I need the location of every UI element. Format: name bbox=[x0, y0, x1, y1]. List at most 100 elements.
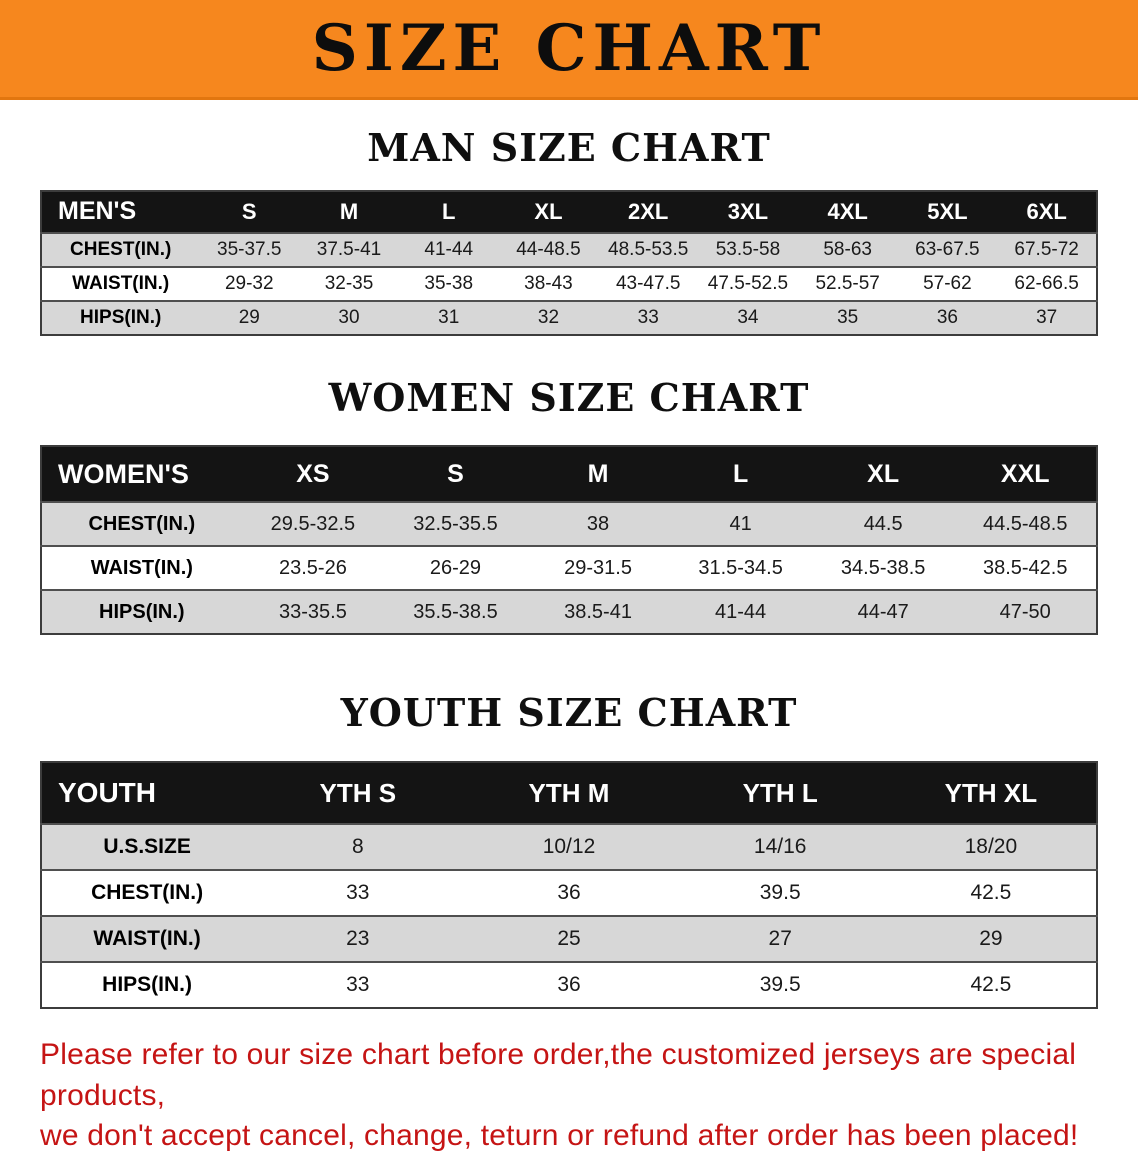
youth-header-row: YOUTH YTH S YTH M YTH L YTH XL bbox=[41, 762, 1097, 825]
women-waist-in-value-xl: 34.5-38.5 bbox=[840, 556, 926, 579]
men-hips-in-value-l: 31 bbox=[438, 306, 460, 328]
men-chest-in-value-xl: 44-48.5 bbox=[516, 238, 581, 260]
men-waist-in-value-2xl: 43-47.5 bbox=[615, 272, 681, 294]
women-hips-in-value-xxl: 47-50 bbox=[999, 600, 1051, 623]
youth-size-table: YOUTH YTH S YTH M YTH L YTH XL U.S.SIZE 8 10/12… bbox=[40, 761, 1098, 1010]
men-hips-in-value-xl: 32 bbox=[537, 306, 560, 328]
youth-chest-in-value-yth-m: 36 bbox=[557, 881, 581, 905]
youth-column-header-yth-m: YTH M bbox=[463, 762, 675, 825]
youth-chest-in-value-yth-xl: 42.5 bbox=[970, 881, 1012, 905]
women-size-table: WOMEN'S XS S M L XL XXL CHEST(IN.) 29.5-32.5 32.5… bbox=[40, 445, 1098, 636]
women-waist-in-value-xxl: 38.5-42.5 bbox=[982, 556, 1068, 579]
youth-hips-in-value-yth-m: 36 bbox=[557, 973, 581, 997]
men-row-waist-in: WAIST(IN.) 29-32 32-35 35-38 38-43 43-47.5 47.… bbox=[41, 266, 1097, 301]
men-size-chart-heading: MAN SIZE CHART bbox=[367, 125, 771, 170]
footer-notice: Please refer to our size chart before or… bbox=[40, 1035, 1098, 1157]
youth-chest-in-value-yth-s: 33 bbox=[346, 881, 370, 905]
men-chest-in-value-3xl: 53.5-58 bbox=[715, 238, 781, 260]
women-hips-in-value-l: 41-44 bbox=[715, 600, 767, 623]
women-chest-in-value-m: 38 bbox=[586, 512, 610, 535]
men-chest-in-value-6xl: 67.5-72 bbox=[1014, 238, 1079, 260]
men-row-hips-in: HIPS(IN.) 29 30 31 32 33 34 35 36 37 bbox=[41, 300, 1097, 335]
women-waist-in-value-l: 31.5-34.5 bbox=[698, 556, 783, 579]
women-size-chart-heading: WOMEN SIZE CHART bbox=[328, 374, 810, 420]
men-waist-in-value-3xl: 47.5-52.5 bbox=[707, 272, 789, 294]
men-column-header-3xl: 3XL bbox=[698, 190, 798, 233]
notice-line-2: we don't accept cancel, change, teturn o… bbox=[40, 1119, 1079, 1153]
men-waist-in-value-l: 35-38 bbox=[424, 272, 474, 294]
men-row-label-waist-in: WAIST(IN.) bbox=[72, 272, 170, 294]
women-chest-in-value-s: 32.5-35.5 bbox=[413, 512, 498, 535]
youth-row-u-s-size: U.S.SIZE 8 10/12 14/16 18/20 bbox=[41, 824, 1097, 871]
men-chest-in-value-2xl: 48.5-53.5 bbox=[608, 238, 689, 260]
men-header-row: MEN'S S M L XL 2XL 3XL 4XL 5XL 6XL bbox=[41, 190, 1097, 233]
men-hips-in-value-s: 29 bbox=[238, 306, 260, 328]
youth-row-waist-in: WAIST(IN.) 23 25 27 29 bbox=[41, 916, 1097, 963]
men-hips-in-value-2xl: 33 bbox=[637, 306, 659, 328]
men-waist-in-value-4xl: 52.5-57 bbox=[815, 272, 880, 294]
women-chest-in-value-l: 41 bbox=[729, 512, 752, 535]
youth-hips-in-value-yth-l: 39.5 bbox=[759, 973, 801, 997]
women-column-header-m: M bbox=[526, 446, 670, 503]
women-column-header-xxl: XXL bbox=[954, 446, 1097, 503]
men-hips-in-value-4xl: 35 bbox=[837, 306, 859, 328]
men-column-header-m: M bbox=[299, 190, 399, 233]
men-chest-in-value-m: 37.5-41 bbox=[316, 238, 382, 260]
women-row-hips-in: HIPS(IN.) 33-35.5 35.5-38.5 38.5-41 41-44 44-… bbox=[41, 590, 1097, 635]
women-hips-in-value-xl: 44-47 bbox=[857, 600, 909, 623]
men-waist-in-value-s: 29-32 bbox=[224, 272, 274, 294]
youth-u-s-size-value-yth-s: 8 bbox=[351, 835, 364, 859]
youth-size-chart-section: YOUTH SIZE CHART YOUTH YTH S YTH M YTH L YTH … bbox=[40, 690, 1098, 1010]
men-row-label-hips-in: HIPS(IN.) bbox=[80, 306, 162, 328]
youth-u-s-size-value-yth-xl: 18/20 bbox=[964, 835, 1018, 859]
men-chest-in-value-s: 35-37.5 bbox=[217, 238, 282, 260]
youth-row-hips-in: HIPS(IN.) 33 36 39.5 42.5 bbox=[41, 962, 1097, 1008]
banner: SIZE CHART bbox=[0, 0, 1138, 100]
men-hips-in-value-6xl: 37 bbox=[1036, 306, 1058, 328]
women-chest-in-value-xs: 29.5-32.5 bbox=[270, 512, 356, 535]
men-row-label-chest-in: CHEST(IN.) bbox=[70, 238, 172, 260]
youth-row-chest-in: CHEST(IN.) 33 36 39.5 42.5 bbox=[41, 870, 1097, 916]
youth-row-label-u-s-size: U.S.SIZE bbox=[103, 835, 191, 859]
youth-size-chart-heading: YOUTH SIZE CHART bbox=[340, 690, 798, 736]
page-title: SIZE CHART bbox=[311, 10, 827, 86]
women-hips-in-value-m: 38.5-41 bbox=[564, 600, 632, 623]
youth-waist-in-value-yth-s: 23 bbox=[346, 927, 370, 951]
men-waist-in-value-5xl: 57-62 bbox=[923, 272, 972, 294]
youth-row-label-hips-in: HIPS(IN.) bbox=[102, 973, 193, 997]
sections: MAN SIZE CHART MEN'S S M L XL 2XL 3XL 4XL 5XL 6XL C… bbox=[0, 125, 1138, 1010]
youth-row-label-waist-in: WAIST(IN.) bbox=[93, 927, 201, 951]
men-column-header-5xl: 5XL bbox=[897, 190, 998, 233]
women-size-chart-section: WOMEN SIZE CHART WOMEN'S XS S M L XL XXL CHEST(I… bbox=[40, 374, 1098, 636]
youth-waist-in-value-yth-xl: 29 bbox=[979, 927, 1003, 951]
women-row-label-hips-in: HIPS(IN.) bbox=[99, 600, 185, 623]
men-row-chest-in: CHEST(IN.) 35-37.5 37.5-41 41-44 44-48.5 48.5… bbox=[41, 232, 1097, 267]
women-row-label-chest-in: CHEST(IN.) bbox=[88, 512, 196, 535]
men-column-header-4xl: 4XL bbox=[797, 190, 898, 233]
men-waist-in-value-6xl: 62-66.5 bbox=[1014, 272, 1079, 294]
men-size-table: MEN'S S M L XL 2XL 3XL 4XL 5XL 6XL CHEST(IN.) 35-37… bbox=[40, 189, 1098, 336]
youth-hips-in-value-yth-s: 33 bbox=[346, 973, 370, 997]
women-row-chest-in: CHEST(IN.) 29.5-32.5 32.5-35.5 38 41 44.5 44.5… bbox=[41, 502, 1097, 547]
men-column-header-2xl: 2XL bbox=[598, 190, 699, 233]
youth-u-s-size-value-yth-m: 10/12 bbox=[542, 835, 596, 859]
men-waist-in-value-m: 32-35 bbox=[324, 272, 374, 294]
youth-waist-in-value-yth-m: 25 bbox=[557, 927, 581, 951]
youth-table-label: YOUTH bbox=[41, 762, 253, 825]
men-column-header-6xl: 6XL bbox=[997, 190, 1097, 233]
men-waist-in-value-xl: 38-43 bbox=[524, 272, 573, 294]
men-column-header-xl: XL bbox=[498, 190, 599, 233]
youth-row-label-chest-in: CHEST(IN.) bbox=[91, 881, 204, 905]
men-chest-in-value-5xl: 63-67.5 bbox=[915, 238, 980, 260]
women-waist-in-value-xs: 23.5-26 bbox=[278, 556, 347, 579]
women-header-row: WOMEN'S XS S M L XL XXL bbox=[41, 446, 1097, 503]
men-chest-in-value-l: 41-44 bbox=[424, 238, 474, 260]
women-column-header-l: L bbox=[669, 446, 812, 503]
women-hips-in-value-xs: 33-35.5 bbox=[278, 600, 347, 623]
youth-chest-in-value-yth-l: 39.5 bbox=[759, 881, 801, 905]
youth-hips-in-value-yth-xl: 42.5 bbox=[970, 973, 1012, 997]
youth-column-header-yth-xl: YTH XL bbox=[885, 762, 1097, 825]
men-hips-in-value-5xl: 36 bbox=[936, 306, 958, 328]
men-column-header-l: L bbox=[398, 190, 499, 233]
men-hips-in-value-m: 30 bbox=[338, 306, 360, 328]
